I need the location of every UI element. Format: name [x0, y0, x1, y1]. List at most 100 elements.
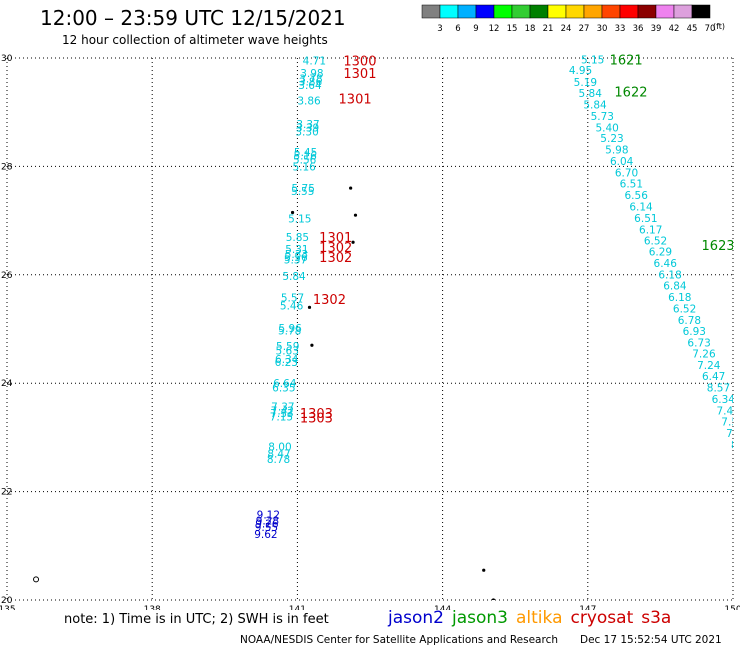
wave-height-label: 8.47 — [731, 439, 740, 451]
wave-height-label: 7.24 — [697, 360, 721, 372]
wave-height-label: 5.96 — [278, 323, 302, 335]
legend-entry: jason2 — [388, 608, 444, 628]
wave-height-label: 6.18 — [658, 269, 681, 281]
wave-height-label: 6.34 — [275, 354, 299, 366]
satellite-legend: jason2 jason3 altika cryosat s3a — [388, 608, 679, 628]
wave-height-label: 5.16 — [293, 151, 317, 163]
y-tick-label: 20 — [1, 596, 13, 606]
x-tick-label: 150 — [724, 605, 740, 610]
color-scale-label: 42 — [669, 24, 680, 34]
color-scale-label: 15 — [507, 24, 518, 34]
wave-height-label: 5.15 — [581, 55, 604, 67]
wave-height-label: 6.51 — [620, 179, 643, 191]
island-marker — [491, 598, 496, 600]
color-scale-label: 27 — [579, 24, 590, 34]
wave-height-label: 8.47 — [267, 449, 290, 461]
wave-height-label: 6.34 — [712, 394, 736, 406]
color-scale-unit: (ft) — [713, 22, 726, 31]
color-scale-label: 9 — [473, 24, 478, 34]
wave-height-label: 5.16 — [292, 161, 316, 173]
pass-number-label: 1301 — [343, 67, 376, 82]
island-marker — [290, 210, 295, 215]
wave-height-label: 6.14 — [629, 202, 653, 214]
wave-height-label: 9.26 — [255, 519, 279, 531]
color-scale-label: 33 — [615, 24, 626, 34]
color-scale-bar: 3 6 9 12 15 18 21 24 27 30 33 36 39 42 45 70 — [421, 4, 715, 34]
wave-height-label: 7.26 — [692, 348, 716, 360]
color-scale-label: 30 — [597, 24, 608, 34]
wave-height-label: 5.84 — [579, 88, 603, 100]
legend-entry: altika — [516, 608, 563, 628]
island-marker — [353, 213, 358, 217]
wave-height-label: 3.30 — [295, 127, 318, 139]
wave-height-label: 6.17 — [639, 224, 662, 236]
wave-height-label: 3.64 — [298, 80, 322, 92]
wave-height-label: 7.33 — [736, 451, 740, 463]
wave-height-label: 6.73 — [687, 338, 710, 350]
wave-height-label: 5.37 — [284, 255, 307, 267]
wave-height-label: 5.57 — [281, 293, 304, 305]
wave-height-label: 3.98 — [300, 68, 323, 80]
wave-height-label: 8.78 — [267, 454, 290, 466]
wave-height-label: 7.37 — [271, 402, 294, 414]
color-scale-label: 3 — [437, 24, 442, 34]
y-tick-label: 30 — [1, 54, 13, 64]
wave-height-label: 6.56 — [625, 190, 649, 202]
wave-height-label: 5.63 — [276, 346, 299, 358]
wave-height-label: 5.78 — [278, 326, 301, 338]
color-scale-label: 6 — [455, 24, 460, 34]
wave-height-label: 7.50 — [721, 417, 740, 429]
wave-height-label: 5.46 — [280, 301, 304, 313]
pass-number-label: 1621 — [610, 54, 643, 69]
wave-height-label: 8.57 — [707, 383, 730, 395]
wave-height-label: 6.70 — [615, 167, 638, 179]
wave-height-label: 8.00 — [268, 442, 291, 454]
wave-height-label: 5.98 — [605, 145, 628, 157]
wave-height-label: 5.33 — [285, 249, 308, 261]
island-marker — [482, 568, 486, 572]
x-tick-label: 141 — [289, 605, 306, 610]
pass-number-label: 1301 — [319, 231, 352, 246]
legend-entry: s3a — [641, 608, 672, 628]
wave-height-label: 6.93 — [683, 326, 706, 338]
wave-height-label: 5.55 — [291, 186, 314, 198]
wave-height-label: 5.84 — [282, 271, 306, 283]
color-scale-label: 12 — [489, 24, 500, 34]
legend-entry: cryosat — [570, 608, 634, 628]
wave-height-label: 5.84 — [583, 100, 607, 112]
wave-height-label: 5.85 — [286, 232, 309, 244]
wave-height-label: 5.75 — [292, 183, 315, 195]
wave-height-label: 6.64 — [273, 378, 297, 390]
wave-height-label: 6.46 — [654, 258, 678, 270]
x-tick-label: 147 — [579, 605, 596, 610]
wave-height-label: 6.78 — [678, 315, 701, 327]
x-tick-label: 135 — [0, 605, 16, 610]
wave-height-label: 5.56 — [284, 252, 308, 264]
chart-subtitle: 12 hour collection of altimeter wave hei… — [62, 33, 328, 47]
pass-number-label: 1622 — [614, 86, 647, 101]
wave-height-label: 4.95 — [569, 65, 592, 77]
color-scale-label: 45 — [687, 24, 698, 34]
wave-height-label: 6.23 — [275, 357, 298, 369]
color-scale-label: 24 — [561, 24, 572, 34]
pass-number-label: 1300 — [343, 55, 376, 70]
generated-timestamp: Dec 17 15:52:54 UTC 2021 — [580, 634, 722, 646]
wave-height-label: 5.73 — [591, 111, 614, 123]
wave-height-label: 5.59 — [276, 341, 299, 353]
color-scale-label: 36 — [633, 24, 644, 34]
wave-height-label: 3.39 — [296, 122, 319, 134]
wave-height-label: 5.23 — [600, 133, 623, 145]
pass-number-label: 1303 — [300, 411, 333, 426]
wave-height-label: 9.62 — [254, 529, 277, 541]
wave-height-label: 6.51 — [634, 213, 657, 225]
pass-number-label: 1302 — [313, 293, 346, 308]
island-marker — [351, 240, 355, 244]
x-tick-label: 138 — [144, 605, 161, 610]
wave-height-label: 5.56 — [293, 154, 317, 166]
wave-height-label: 9.28 — [256, 515, 279, 527]
wave-height-label: 5.15 — [288, 213, 311, 225]
island-marker — [310, 343, 314, 347]
wave-height-label: 6.47 — [702, 371, 725, 383]
island-marker — [307, 305, 312, 309]
wave-height-label: 7.45 — [716, 405, 739, 417]
